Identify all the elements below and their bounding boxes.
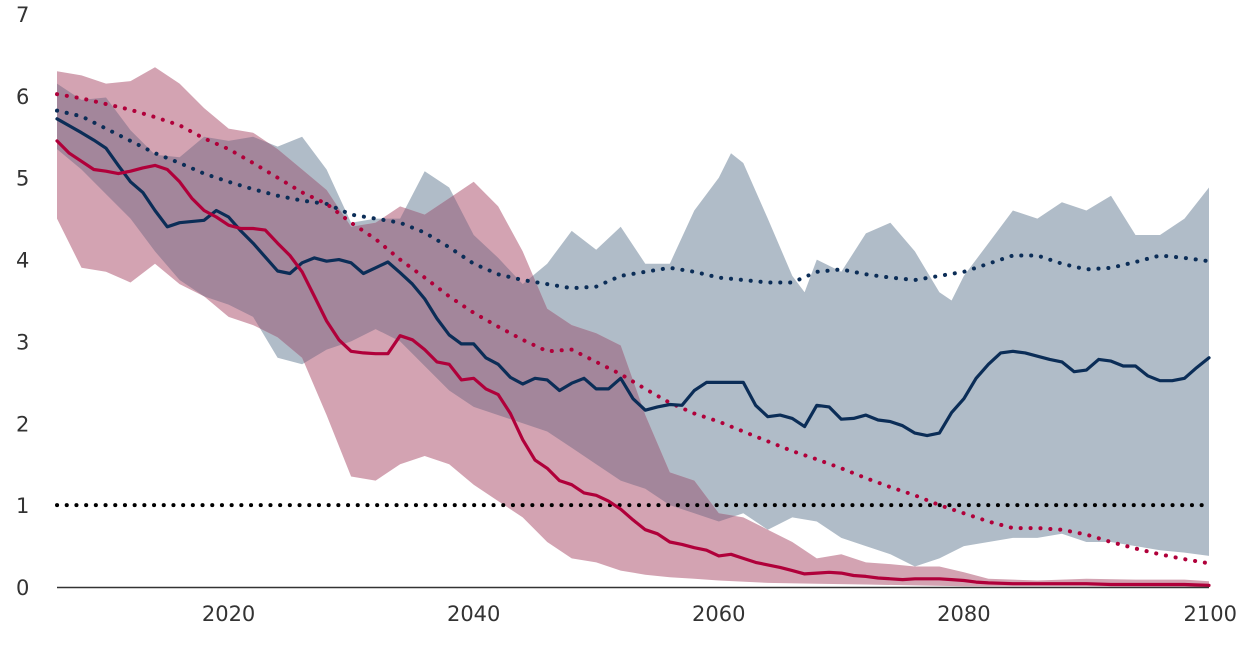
crimson-dotted-series-line <box>55 92 1211 566</box>
y-tick-label-0: 0 <box>16 576 29 600</box>
crimson-solid-series-line <box>55 139 1211 587</box>
y-tick-label-5: 5 <box>16 167 29 191</box>
y-tick-label-3: 3 <box>16 330 29 354</box>
x-tick-label-2080: 2080 <box>937 602 990 626</box>
y-tick-label-1: 1 <box>16 494 29 518</box>
navy-uncertainty-band <box>57 83 1209 567</box>
x-tick-label-2040: 2040 <box>447 602 500 626</box>
crimson-uncertainty-band <box>57 67 1209 587</box>
y-tick-label-6: 6 <box>16 85 29 109</box>
series-lines <box>55 92 1211 587</box>
y-tick-label-4: 4 <box>16 249 29 273</box>
y-tick-label-2: 2 <box>16 412 29 436</box>
navy-dotted-series-line <box>55 108 1211 291</box>
navy-solid-series-line <box>55 117 1211 438</box>
x-tick-label-2100: 2100 <box>1184 602 1237 626</box>
y-tick-label-7: 7 <box>16 3 29 27</box>
y-axis-tick-labels: 0 1 2 3 4 5 6 7 <box>16 3 29 600</box>
x-tick-label-2020: 2020 <box>202 602 255 626</box>
confidence-bands <box>57 67 1209 587</box>
x-axis-tick-labels: 2020 2040 2060 2080 2100 <box>202 602 1237 626</box>
x-tick-label-2060: 2060 <box>692 602 745 626</box>
